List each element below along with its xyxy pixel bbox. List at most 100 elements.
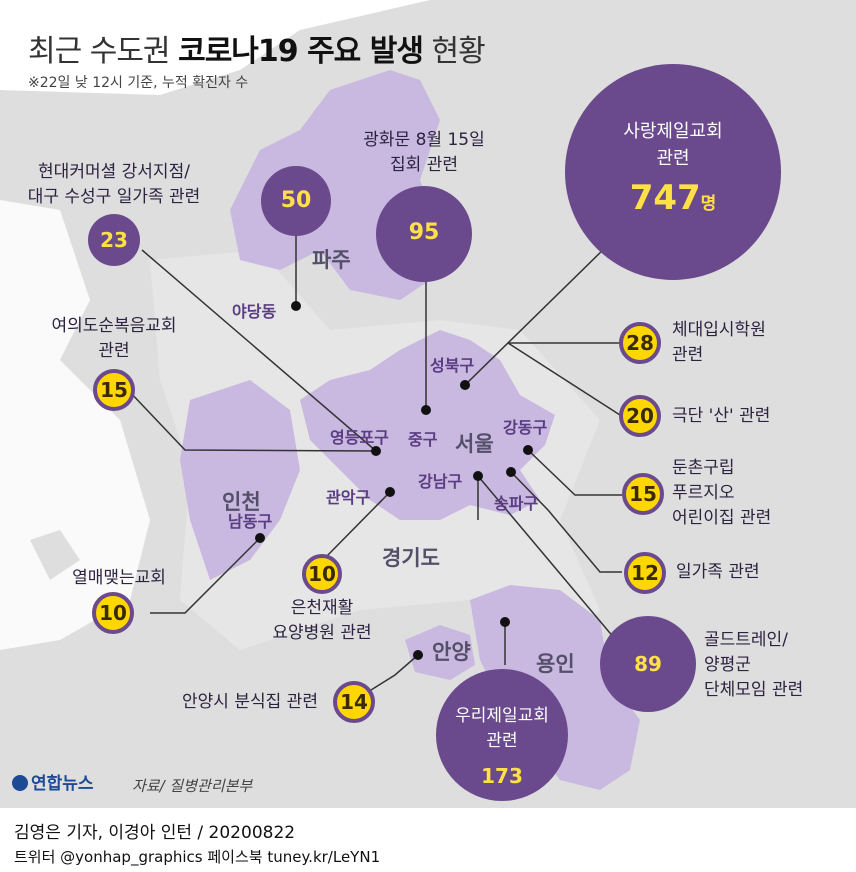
sarang-label: 사랑제일교회 관련 <box>583 118 763 172</box>
bubble-yeouido <box>93 369 135 411</box>
dot-songpa <box>506 467 516 477</box>
euncheon-label-line1: 은천재활 <box>290 598 354 618</box>
place-seongbuk: 성북구 <box>430 356 475 375</box>
sarang-label-line1: 사랑제일교회 <box>623 121 723 142</box>
map-island <box>130 600 170 640</box>
hyundai-label-line1: 현대커머셜 강서지점/ <box>38 162 190 182</box>
page-title: 최근 수도권 코로나19 주요 발생 현황 <box>28 26 486 70</box>
dunchon-label: 둔촌구립 푸르지오 어린이집 관련 <box>672 456 802 531</box>
gwanghwamun-label-line2: 집회 관련 <box>390 155 458 175</box>
dunchon-label-line3: 어린이집 관련 <box>672 508 772 528</box>
dot-gangdong <box>523 445 533 455</box>
bubble-ilgajok <box>624 552 666 594</box>
euncheon-count: 10 <box>308 562 336 586</box>
connector-yeouido <box>127 389 377 452</box>
dot-gangnam <box>473 471 483 481</box>
connector-gold <box>477 475 621 646</box>
map-island <box>30 530 80 580</box>
connector-sarang <box>464 244 609 386</box>
region-anyang: 안양 <box>432 640 471 664</box>
ilgajok-count: 12 <box>631 561 659 585</box>
region-yongin: 용인 <box>536 652 575 676</box>
gwanghwamun-label-line1: 광화문 8월 15일 <box>363 130 485 150</box>
gold-label-line2: 양평군 <box>704 655 751 675</box>
seoul-region <box>300 330 555 520</box>
place-gangdong: 강동구 <box>503 418 548 437</box>
dot-junggu <box>421 405 431 415</box>
dunchon-label-line2: 푸르지오 <box>672 483 735 503</box>
bubble-anyang <box>333 681 375 723</box>
yeolmae-label: 열매맺는교회 <box>72 568 166 588</box>
bubble-gwanghwamun <box>376 186 472 282</box>
dot-gwanak <box>385 487 395 497</box>
bubble-chedae <box>619 322 661 364</box>
woori-label-line2: 관련 <box>486 731 518 751</box>
logo-text: 연합뉴스 <box>31 774 94 794</box>
footer-credit: 김영은 기자, 이경아 인턴 / 20200822 <box>14 823 296 843</box>
location-dots <box>255 301 533 660</box>
yongin-region <box>470 585 640 790</box>
region-incheon: 인천 <box>222 490 261 514</box>
geukdan-count: 20 <box>626 404 654 428</box>
woori-label-line1: 우리제일교회 <box>455 706 549 726</box>
connector-ilgajok <box>510 471 622 573</box>
incheon-region <box>180 380 300 580</box>
bubble-sarang <box>565 64 781 280</box>
title-prefix: 최근 수도권 <box>28 34 171 69</box>
yeolmae-count: 10 <box>99 601 127 625</box>
place-songpa: 송파구 <box>494 494 539 513</box>
gold-label: 골드트레인/ 양평군 단체모임 관련 <box>704 628 834 703</box>
connector-hyundai <box>141 249 377 452</box>
dot-anyang <box>413 650 423 660</box>
sarang-count: 747 <box>629 178 701 218</box>
bubble-dunchon <box>622 473 664 515</box>
bubble-gold <box>600 616 696 712</box>
paju-count: 50 <box>280 188 312 213</box>
region-paju: 파주 <box>312 248 351 272</box>
euncheon-label-line2: 요양병원 관련 <box>272 623 372 643</box>
sarang-count-wrap: 747명 <box>583 178 763 218</box>
hyundai-label-line2: 대구 수성구 일가족 관련 <box>27 187 201 207</box>
place-gwanak: 관악구 <box>326 488 371 507</box>
connector-euncheon <box>322 491 391 561</box>
bubble-paju <box>261 166 331 236</box>
yonhap-logo: 연합뉴스 <box>12 769 94 794</box>
source-text: 자료/ 질병관리본부 <box>132 777 253 795</box>
chedae-label-line2: 관련 <box>672 345 704 365</box>
logo-icon <box>12 775 28 791</box>
title-suffix: 현황 <box>431 34 485 69</box>
dot-yongin <box>500 617 510 627</box>
yeouido-label-line1: 여의도순복음교회 <box>51 316 177 336</box>
chedae-label: 체대입시학원 관련 <box>672 318 802 368</box>
bubble-woori <box>436 669 568 801</box>
bubbles <box>88 64 781 801</box>
region-gyeonggi: 경기도 <box>382 546 440 570</box>
dot-namdong <box>255 533 265 543</box>
bubble-hyundai <box>88 214 140 266</box>
footer-social: 트위터 @yonhap_graphics 페이스북 tuney.kr/LeYN1 <box>14 848 381 866</box>
gold-count: 89 <box>634 652 662 676</box>
connector-geukdan <box>507 342 621 416</box>
yeouido-label-line2: 관련 <box>98 341 130 361</box>
gwanghwamun-count: 95 <box>408 220 440 245</box>
anyang-region <box>405 625 475 680</box>
yeouido-label: 여의도순복음교회 관련 <box>24 314 204 364</box>
dunchon-label-line1: 둔촌구립 <box>672 458 735 478</box>
place-yadang: 야당동 <box>232 302 277 321</box>
chedae-label-line1: 체대입시학원 <box>672 320 766 340</box>
place-yeongdeungpo: 영등포구 <box>330 428 389 447</box>
place-junggu: 중구 <box>408 430 438 449</box>
sarang-unit: 명 <box>700 194 717 214</box>
chedae-count: 28 <box>626 331 654 355</box>
woori-label: 우리제일교회 관련 <box>432 704 572 754</box>
gold-label-line3: 단체모임 관련 <box>704 680 804 700</box>
connector-yeolmae <box>150 537 261 614</box>
dot-yeongdeungpo <box>371 446 381 456</box>
title-bold: 코로나19 주요 발생 <box>178 34 424 69</box>
dot-yadang <box>291 301 301 311</box>
ilgajok-label: 일가족 관련 <box>676 562 760 582</box>
page-subtitle: ※22일 낮 12시 기준, 누적 확진자 수 <box>28 75 249 91</box>
hyundai-count: 23 <box>100 228 128 252</box>
